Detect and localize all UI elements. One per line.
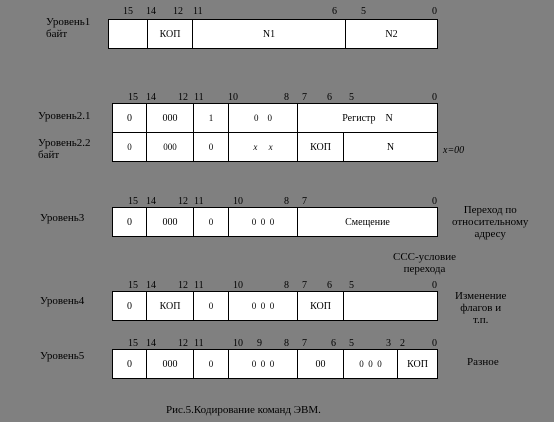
bit-label: 6 xyxy=(332,6,337,17)
level4-label: Уровень4 xyxy=(40,295,85,307)
bit-label: 6 xyxy=(331,338,336,349)
level3-label: Уровень3 xyxy=(40,212,85,224)
bit-label: 11 xyxy=(194,92,204,103)
bit-label: 6 xyxy=(327,280,332,291)
field-cell: 0 xyxy=(193,291,229,321)
field-cell: КОП xyxy=(397,349,438,379)
bit-label: 12 xyxy=(178,92,188,103)
field-cell: 0 xyxy=(193,132,229,162)
field-cell: x x xyxy=(228,132,298,162)
bit-label: 11 xyxy=(194,280,204,291)
condition-note: ССС-условие перехода xyxy=(393,251,457,275)
level2-1-label: Уровень2.1 xyxy=(38,110,91,122)
field-cell: 0 0 0 xyxy=(228,349,298,379)
field-cell: 000 xyxy=(146,103,194,133)
bit-label: 14 xyxy=(146,338,156,349)
field-cell: 0 0 0 xyxy=(228,291,298,321)
field-cell: КОП xyxy=(297,291,344,321)
bit-label: 7 xyxy=(302,196,307,207)
field-cell: КОП xyxy=(146,291,194,321)
bit-label: 5 xyxy=(349,92,354,103)
note-text: Переход по относительному адресу xyxy=(452,204,529,240)
bit-label: 5 xyxy=(361,6,366,17)
bit-label: 11 xyxy=(194,338,204,349)
bit-label: 6 xyxy=(327,92,332,103)
bit-label: 8 xyxy=(284,92,289,103)
bit-label: 14 xyxy=(146,92,156,103)
field-cell: 0 xyxy=(193,207,229,237)
figure-caption: Рис.5.Кодирование команд ЭВМ. xyxy=(166,404,321,416)
field-cell: 0 xyxy=(193,349,229,379)
bit-label: 9 xyxy=(257,338,262,349)
field-cell: 000 xyxy=(146,349,194,379)
bit-label: 14 xyxy=(146,280,156,291)
bit-label: 0 xyxy=(432,6,437,17)
field-cell: КОП xyxy=(297,132,344,162)
field-cell: Смещение xyxy=(297,207,438,237)
bit-label: 0 xyxy=(432,92,437,103)
field-cell: КОП xyxy=(147,19,193,49)
bit-label: 14 xyxy=(146,196,156,207)
bit-label: 8 xyxy=(284,338,289,349)
bit-label: 8 xyxy=(284,196,289,207)
field-cell: 0 xyxy=(112,103,147,133)
note-text: Изменение флагов и т.п. xyxy=(455,290,507,326)
field-cell: 00 xyxy=(297,349,344,379)
level5-label: Уровень5 xyxy=(40,350,85,362)
field-cell: 0 xyxy=(112,349,147,379)
note-text: Разное xyxy=(467,356,499,368)
bit-label: 7 xyxy=(302,92,307,103)
bit-label: 10 xyxy=(228,92,238,103)
field-cell: 0 0 0 xyxy=(228,207,298,237)
bit-label: 8 xyxy=(284,280,289,291)
bit-label: 0 xyxy=(432,196,437,207)
field-cell: Регистр N xyxy=(297,103,438,133)
bit-label: 12 xyxy=(178,338,188,349)
bit-label: 0 xyxy=(432,280,437,291)
field-cell: 1 xyxy=(193,103,229,133)
field-cell: 0 xyxy=(112,291,147,321)
level2-2-label: Уровень2.2 байт xyxy=(38,137,91,161)
level1-label: Уровень1 байт xyxy=(46,16,91,40)
bit-label: 15 xyxy=(128,280,138,291)
bit-label: 11 xyxy=(194,196,204,207)
bit-label: 15 xyxy=(128,338,138,349)
bit-label: 5 xyxy=(349,280,354,291)
field-cell: N xyxy=(343,132,438,162)
bit-label: 7 xyxy=(302,280,307,291)
bit-label: 0 xyxy=(432,338,437,349)
field-cell: 0 xyxy=(112,207,147,237)
bit-label: 10 xyxy=(233,280,243,291)
field-cell: 000 xyxy=(146,207,194,237)
bit-label: 15 xyxy=(128,92,138,103)
bit-label: 12 xyxy=(178,196,188,207)
field-cell: N2 xyxy=(345,19,438,49)
field-cell: 0 0 0 xyxy=(343,349,398,379)
bit-label: 10 xyxy=(233,338,243,349)
note-text: x=00 xyxy=(443,145,465,156)
field-cell xyxy=(108,19,148,49)
bit-label: 5 xyxy=(349,338,354,349)
field-cell: 0 0 xyxy=(228,103,298,133)
bit-label: 2 xyxy=(400,338,405,349)
field-cell: 0 xyxy=(112,132,147,162)
bit-label: 12 xyxy=(178,280,188,291)
bit-label: 10 xyxy=(233,196,243,207)
bit-label: 14 xyxy=(146,6,156,17)
bit-label: 11 xyxy=(193,6,203,17)
field-cell xyxy=(343,291,438,321)
bit-label: 3 xyxy=(386,338,391,349)
bit-label: 15 xyxy=(123,6,133,17)
field-cell: N1 xyxy=(192,19,346,49)
bit-label: 12 xyxy=(173,6,183,17)
bit-label: 7 xyxy=(302,338,307,349)
bit-label: 15 xyxy=(128,196,138,207)
field-cell: 000 xyxy=(146,132,194,162)
